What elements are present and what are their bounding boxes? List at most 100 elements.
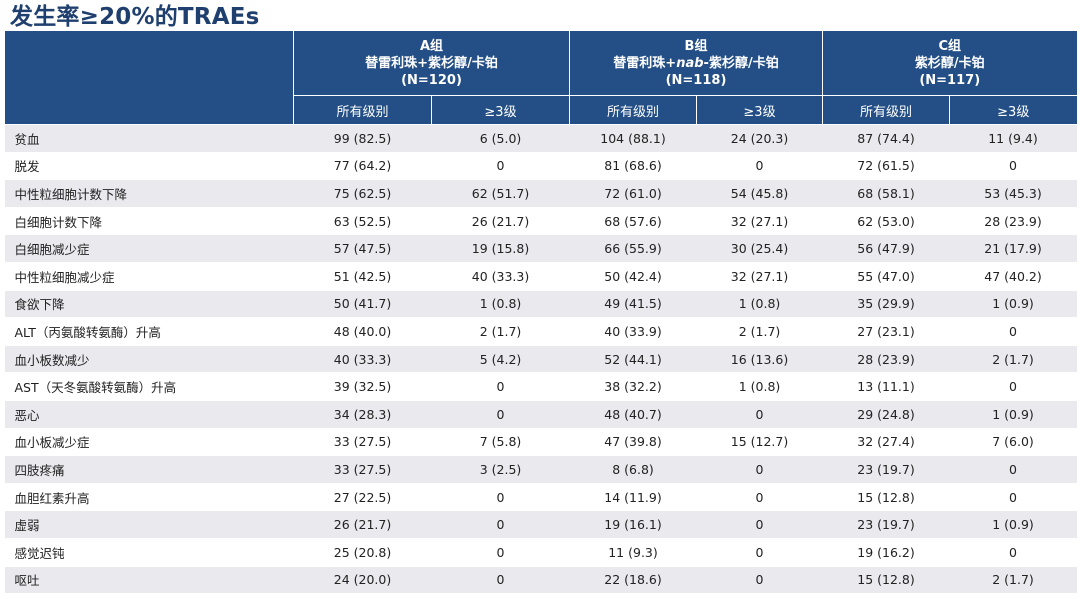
arm-a-grade3-cell: 1 (0.8) — [431, 289, 570, 318]
arm-b-all-grades-cell: 72 (61.0) — [569, 179, 697, 208]
arm-a-n: (N=120) — [401, 72, 462, 88]
arm-b-grade3-cell: 0 — [696, 537, 823, 566]
table-row: 血小板减少症 33 (27.5) 7 (5.8) 47 (39.8) 15 (12.7)… — [4, 427, 1077, 456]
arm-a-grade3-cell: 0 — [431, 537, 570, 566]
arm-b-all-grades-cell: 40 (33.9) — [569, 317, 697, 346]
table-row: 白细胞减少症 57 (47.5) 19 (15.8) 66 (55.9) 30 (25.… — [4, 234, 1077, 263]
arm-c-grade3-cell: 0 — [949, 372, 1077, 401]
arm-b-group: B组 — [684, 38, 708, 54]
arm-b-grade3-cell: 30 (25.4) — [696, 234, 823, 263]
arm-a-all-grades-cell: 63 (52.5) — [293, 206, 432, 235]
arm-b-all-grades-cell: 66 (55.9) — [569, 234, 697, 263]
arm-a-grade3-cell: 0 — [431, 565, 570, 594]
arm-b-grade3-cell: 0 — [696, 565, 823, 594]
arm-a-grade3-cell: 0 — [431, 372, 570, 401]
arm-b-all-grades-cell: 104 (88.1) — [569, 124, 697, 153]
arm-c-grade3-cell: 47 (40.2) — [949, 261, 1077, 291]
arm-c-all-grades-cell: 55 (47.0) — [822, 261, 950, 291]
arm-b-grade3-cell: 0 — [696, 510, 823, 539]
table-row: 血胆红素升高 27 (22.5) 0 14 (11.9) 0 15 (12.8) 0 — [4, 482, 1077, 511]
table-row: 恶心 34 (28.3) 0 48 (40.7) 0 29 (24.8) 1 (0.9) — [4, 399, 1077, 429]
arm-c-n: (N=117) — [919, 72, 981, 88]
arm-a-grade3-cell: 6 (5.0) — [431, 124, 570, 153]
arm-b-grade3-cell: 2 (1.7) — [696, 317, 823, 346]
arm-c-grade3-cell: 1 (0.9) — [949, 510, 1077, 539]
arm-c-regimen: 紫杉醇/卡铂 — [914, 55, 985, 71]
trae-table: A组 替雷利珠+紫杉醇/卡铂 (N=120) B组 替雷利珠+nab-紫杉醇/卡… — [4, 31, 1077, 594]
arm-a-grade3-cell: 62 (51.7) — [431, 179, 570, 208]
ae-name-cell: 血胆红素升高 — [4, 482, 294, 511]
arm-a-all-grades-cell: 39 (32.5) — [293, 372, 432, 401]
arm-b-grade3-cell: 0 — [696, 482, 823, 511]
arm-a-grade3-header: ≥3级 — [431, 95, 570, 125]
arm-b-all-grades-cell: 52 (44.1) — [569, 344, 697, 373]
arm-b-grade3-cell: 1 (0.8) — [696, 372, 823, 401]
arm-b-header: B组 替雷利珠+nab-紫杉醇/卡铂 (N=118) — [569, 31, 823, 96]
arm-b-all-grades-cell: 14 (11.9) — [569, 482, 697, 511]
arm-c-grade3-cell: 2 (1.7) — [949, 565, 1077, 594]
arm-a-header: A组 替雷利珠+紫杉醇/卡铂 (N=120) — [293, 31, 570, 96]
arm-b-grade3-cell: 1 (0.8) — [696, 289, 823, 318]
arm-a-all-grades-cell: 33 (27.5) — [293, 427, 432, 456]
table-row: ALT（丙氨酸转氨酶）升高 48 (40.0) 2 (1.7) 40 (33.9) 2 … — [4, 317, 1077, 346]
arm-c-all-grades-cell: 35 (29.9) — [822, 289, 950, 318]
arm-c-grade3-cell: 1 (0.9) — [949, 399, 1077, 429]
ae-name-cell: 感觉迟钝 — [4, 537, 294, 566]
arm-b-all-grades-header: 所有级别 — [569, 95, 697, 125]
arm-a-all-grades-cell: 50 (41.7) — [293, 289, 432, 318]
arm-c-all-grades-cell: 19 (16.2) — [822, 537, 950, 566]
arm-b-grade3-cell: 16 (13.6) — [696, 344, 823, 373]
arm-a-all-grades-header: 所有级别 — [293, 95, 432, 125]
arm-c-grade3-cell: 53 (45.3) — [949, 179, 1077, 208]
arm-b-all-grades-cell: 48 (40.7) — [569, 399, 697, 429]
arm-b-regimen-nab: nab — [676, 55, 704, 71]
trae-table-body: 贫血 99 (82.5) 6 (5.0) 104 (88.1) 24 (20.3) 87 … — [4, 124, 1077, 594]
table-row: 脱发 77 (64.2) 0 81 (68.6) 0 72 (61.5) 0 — [4, 151, 1077, 180]
arm-a-all-grades-cell: 48 (40.0) — [293, 317, 432, 346]
table-row: 虚弱 26 (21.7) 0 19 (16.1) 0 23 (19.7) 1 (0.9) — [4, 510, 1077, 539]
table-row: 呕吐 24 (20.0) 0 22 (18.6) 0 15 (12.8) 2 (1.7) — [4, 565, 1077, 594]
table-row: 四肢疼痛 33 (27.5) 3 (2.5) 8 (6.8) 0 23 (19.7) 0 — [4, 455, 1077, 484]
arm-a-grade3-cell: 0 — [431, 399, 570, 429]
table-row: 中性粒细胞计数下降 75 (62.5) 62 (51.7) 72 (61.0) 54 (… — [4, 179, 1077, 208]
arm-a-grade3-cell: 0 — [431, 510, 570, 539]
ae-name-cell: 食欲下降 — [4, 289, 294, 318]
arm-c-all-grades-cell: 15 (12.8) — [822, 482, 950, 511]
arm-b-grade3-cell: 24 (20.3) — [696, 124, 823, 153]
header-corner — [4, 31, 294, 125]
arm-a-all-grades-cell: 26 (21.7) — [293, 510, 432, 539]
arm-b-grade3-cell: 0 — [696, 151, 823, 180]
page-title: 发生率≥20%的TRAEs — [10, 4, 260, 30]
arm-a-grade3-cell: 0 — [431, 151, 570, 180]
ae-name-cell: ALT（丙氨酸转氨酶）升高 — [4, 317, 294, 346]
arm-c-all-grades-cell: 56 (47.9) — [822, 234, 950, 263]
arm-c-grade3-cell: 1 (0.9) — [949, 289, 1077, 318]
arm-b-grade3-cell: 0 — [696, 455, 823, 484]
arm-c-grade3-cell: 0 — [949, 455, 1077, 484]
arm-c-grade3-cell: 2 (1.7) — [949, 344, 1077, 373]
arm-a-regimen: 替雷利珠+紫杉醇/卡铂 — [365, 55, 498, 71]
arm-a-all-grades-cell: 25 (20.8) — [293, 537, 432, 566]
arm-a-all-grades-cell: 75 (62.5) — [293, 179, 432, 208]
arm-b-grade3-cell: 15 (12.7) — [696, 427, 823, 456]
table-row: 感觉迟钝 25 (20.8) 0 11 (9.3) 0 19 (16.2) 0 — [4, 537, 1077, 566]
ae-name-cell: 四肢疼痛 — [4, 455, 294, 484]
arm-a-grade3-cell: 5 (4.2) — [431, 344, 570, 373]
arm-a-all-grades-cell: 57 (47.5) — [293, 234, 432, 263]
arm-b-all-grades-cell: 8 (6.8) — [569, 455, 697, 484]
arm-b-all-grades-cell: 47 (39.8) — [569, 427, 697, 456]
arm-b-grade3-cell: 32 (27.1) — [696, 261, 823, 291]
arm-a-grade3-cell: 19 (15.8) — [431, 234, 570, 263]
arm-a-group: A组 — [419, 38, 444, 54]
arm-c-grade3-cell: 21 (17.9) — [949, 234, 1077, 263]
ae-name-cell: 虚弱 — [4, 510, 294, 539]
arm-a-grade3-cell: 3 (2.5) — [431, 455, 570, 484]
ae-name-cell: 呕吐 — [4, 565, 294, 594]
ae-name-cell: 中性粒细胞计数下降 — [4, 179, 294, 208]
arm-c-grade3-cell: 0 — [949, 151, 1077, 180]
arm-c-all-grades-cell: 15 (12.8) — [822, 565, 950, 594]
arm-b-grade3-cell: 32 (27.1) — [696, 206, 823, 235]
arm-a-all-grades-cell: 77 (64.2) — [293, 151, 432, 180]
arm-a-all-grades-cell: 99 (82.5) — [293, 124, 432, 153]
arm-c-all-grades-cell: 32 (27.4) — [822, 427, 950, 456]
